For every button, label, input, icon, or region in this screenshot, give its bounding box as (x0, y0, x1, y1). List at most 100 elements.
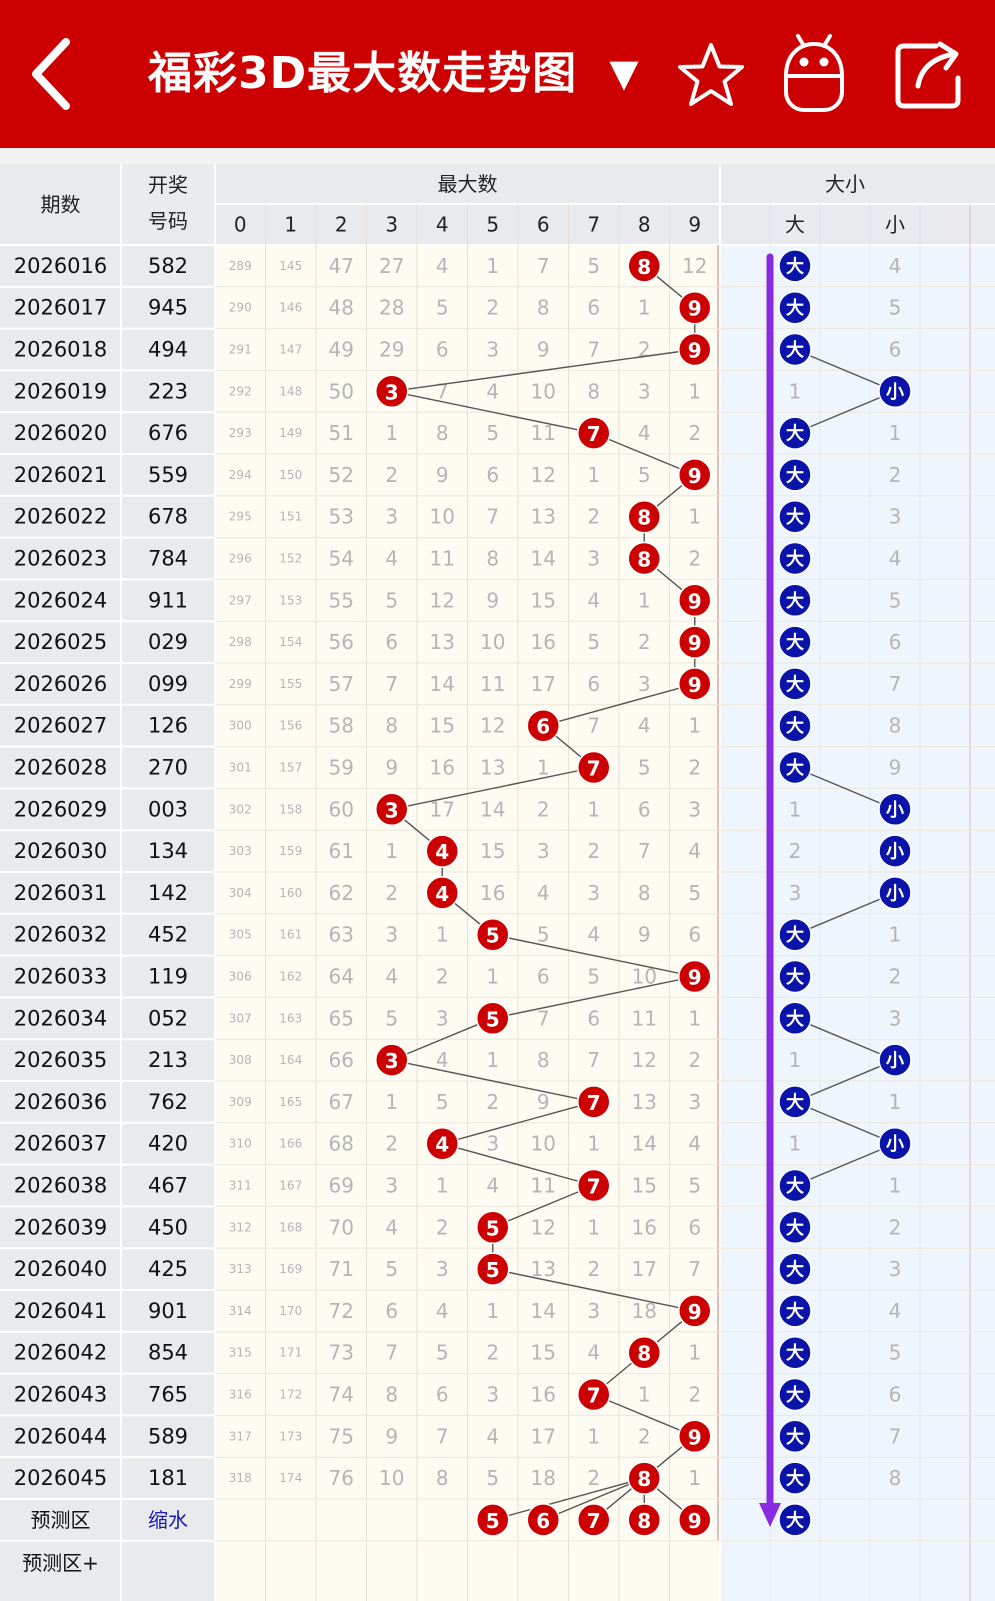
ball-circle (476, 1001, 510, 1036)
miss-value: 16 (430, 756, 455, 780)
miss-value: 300 (229, 719, 252, 733)
small-ball: 小 (878, 1043, 912, 1077)
title-dropdown-toggle[interactable]: ▼ (602, 48, 646, 98)
table-row[interactable]: 2026022 678 295 151 53 3 10 7 13 2 1 3 (0, 505, 995, 539)
miss-value: 3 (587, 1299, 600, 1323)
back-button[interactable] (22, 34, 92, 114)
ball-circle (678, 667, 712, 701)
table-row[interactable]: 2026018 494 291 147 49 29 6 3 9 7 2 6 (0, 338, 995, 372)
page-title[interactable]: 福彩3D最大数走势图 (148, 48, 578, 99)
small-ball: 小 (878, 834, 912, 868)
max-digit-ball: 4 (425, 1126, 459, 1161)
miss-value: 27 (379, 254, 404, 278)
miss-value: 18 (531, 1466, 556, 1490)
table-row[interactable]: 2026045 181 318 174 76 10 8 5 18 2 1 8 (0, 1466, 995, 1500)
ball-circle (778, 708, 812, 743)
miss-value: 15 (632, 1174, 657, 1198)
miss-value: 7 (587, 714, 600, 738)
table-row[interactable]: 2026034 052 307 163 65 5 3 7 6 11 1 3 (0, 1006, 995, 1041)
table-row[interactable]: 2026021 559 294 150 52 2 9 6 12 1 5 2 (0, 463, 995, 497)
miss-value: 10 (480, 630, 505, 654)
miss-value: 5 (486, 421, 499, 445)
ball-number: 9 (688, 589, 702, 613)
share-icon (895, 41, 961, 109)
table-row[interactable]: 2026019 223 292 148 50 7 4 10 8 3 1 1 (0, 379, 995, 414)
table-row[interactable]: 2026026 099 299 155 57 7 14 11 17 6 3 7 (0, 672, 995, 706)
table-row[interactable]: 2026037 420 310 166 68 2 3 10 1 14 4 1 (0, 1132, 995, 1166)
ball-circle (678, 1503, 712, 1537)
miss-value: 2 (638, 338, 651, 362)
table-row[interactable]: 2026024 911 297 153 55 5 12 9 15 4 1 5 (0, 588, 995, 623)
miss-value: 9 (385, 1424, 398, 1448)
miss-value: 162 (279, 970, 302, 984)
miss-value: 311 (229, 1179, 252, 1193)
table-row[interactable]: 2026025 029 298 154 56 6 13 10 16 5 2 6 (0, 630, 995, 664)
row-period: 2026028 (14, 756, 108, 780)
share-button[interactable] (892, 38, 966, 112)
row-code: 270 (148, 756, 188, 780)
miss-value: 1 (587, 463, 600, 487)
miss-value: 8 (486, 547, 499, 571)
table-row[interactable]: 2026017 945 290 146 48 28 5 2 8 6 1 5 (0, 296, 995, 330)
miss-value: 7 (688, 1257, 701, 1281)
robot-assistant-button[interactable] (778, 32, 850, 114)
big-ball: 大 (778, 708, 812, 743)
ball-circle (678, 332, 712, 367)
table-row[interactable]: 2026031 142 304 160 62 2 16 4 3 8 5 3 (0, 881, 995, 915)
row-period: 2026044 (14, 1424, 108, 1448)
miss-value: 170 (279, 1304, 302, 1318)
table-row[interactable]: 2026042 854 315 171 73 7 5 2 15 4 1 5 (0, 1341, 995, 1375)
table-row[interactable]: 2026027 126 300 156 58 8 15 12 7 4 1 8 (0, 714, 995, 748)
size-segment (794, 348, 896, 392)
miss-value: 155 (279, 677, 302, 691)
predict-ball: 7 (577, 1503, 611, 1537)
size-miss-value: 6 (889, 630, 902, 654)
miss-value: 8 (385, 1383, 398, 1407)
ball-circle (778, 416, 812, 450)
table-row[interactable]: 2026016 582 289 145 47 27 4 1 7 5 12 4 (0, 254, 995, 288)
table-row[interactable]: 2026028 270 301 157 59 9 16 13 1 5 2 9 (0, 756, 995, 790)
trend-segment (492, 1184, 595, 1228)
table-row[interactable]: 2026040 425 313 169 71 5 3 13 2 17 7 3 (0, 1257, 995, 1291)
predict-row[interactable]: 预测区 缩水 (0, 1508, 995, 1542)
row-code: 911 (148, 588, 188, 612)
favorite-button[interactable] (676, 40, 746, 110)
ball-number: 5 (486, 1007, 500, 1031)
row-code: 765 (148, 1383, 188, 1407)
row-code: 213 (148, 1048, 188, 1072)
table-row[interactable]: 2026020 676 293 149 51 1 8 5 11 4 2 1 (0, 421, 995, 455)
ball-label: 大 (786, 1509, 804, 1531)
shrink-link[interactable]: 缩水 (148, 1508, 188, 1532)
table-row[interactable]: 2026038 467 311 167 69 3 1 4 11 15 5 1 (0, 1174, 995, 1208)
table-row[interactable]: 2026039 450 312 168 70 4 2 12 1 16 6 2 (0, 1215, 995, 1250)
table-row[interactable]: 2026023 784 296 152 54 4 11 8 14 3 2 4 (0, 547, 995, 581)
max-digit-ball: 7 (577, 1377, 611, 1412)
size-segment (794, 1143, 896, 1187)
table-row[interactable]: 2026032 452 305 161 63 3 1 5 4 9 6 1 (0, 923, 995, 957)
ball-label: 大 (786, 548, 804, 570)
miss-value: 55 (329, 588, 354, 612)
miss-value: 7 (486, 505, 499, 529)
miss-value: 5 (436, 1341, 449, 1365)
ball-circle (878, 792, 912, 827)
miss-value: 76 (329, 1466, 354, 1490)
ball-circle (627, 1335, 661, 1370)
size-miss-value: 3 (789, 881, 802, 905)
miss-value: 7 (385, 1341, 398, 1365)
table-row[interactable]: 2026036 762 309 165 67 1 5 2 9 13 3 1 (0, 1090, 995, 1124)
max-digit-ball: 5 (476, 917, 510, 952)
table-row[interactable]: 2026044 589 317 173 75 9 7 4 17 1 2 7 (0, 1424, 995, 1459)
header-big: 大 (785, 213, 805, 237)
table-row[interactable]: 2026041 901 314 170 72 6 4 1 14 3 18 4 (0, 1299, 995, 1333)
big-ball: 大 (778, 1461, 812, 1495)
ball-circle (778, 499, 812, 534)
miss-value: 16 (632, 1215, 657, 1239)
miss-value: 153 (279, 593, 302, 607)
table-row[interactable]: 2026043 765 316 172 74 8 6 3 16 1 2 6 (0, 1383, 995, 1417)
miss-value: 3 (436, 1257, 449, 1281)
miss-value: 5 (385, 1006, 398, 1030)
table-row[interactable]: 2026035 213 308 164 66 4 1 8 7 12 2 1 (0, 1048, 995, 1082)
big-ball: 大 (778, 1419, 812, 1454)
table-row[interactable]: 2026029 003 302 158 60 17 14 2 1 6 3 1 (0, 797, 995, 832)
table-row[interactable]: 2026030 134 303 159 61 1 15 3 2 7 4 2 (0, 839, 995, 873)
